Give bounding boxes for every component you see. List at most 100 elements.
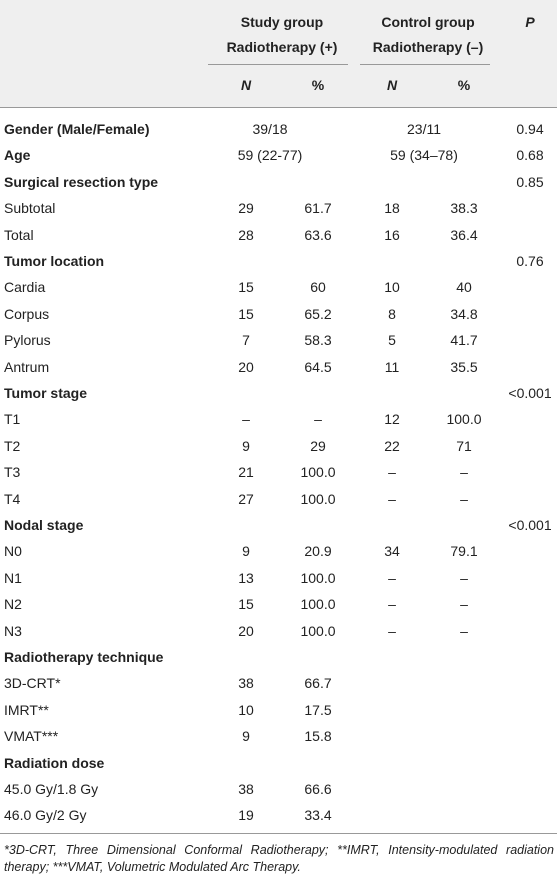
group-subtitle: Radiotherapy (+) — [226, 39, 338, 55]
row-label: 45.0 Gy/1.8 Gy — [4, 781, 99, 797]
cell: 66.6 — [304, 781, 332, 797]
cell: 29 — [238, 200, 254, 217]
row-label: Pylorus — [4, 332, 51, 349]
row-label: Gender (Male/Female) — [4, 121, 150, 137]
cell: 100.0 — [300, 569, 336, 586]
cell: 64.5 — [304, 358, 332, 375]
row-label: T4 — [4, 490, 21, 507]
row-label: T1 — [4, 411, 21, 428]
cell: 15 — [238, 305, 254, 322]
cell: – — [388, 596, 396, 613]
row-label: Antrum — [4, 358, 50, 375]
cell: 100.0 — [446, 411, 482, 428]
cell: 9 — [242, 543, 250, 560]
p-value: 0.94 — [516, 121, 544, 137]
cell: 40 — [456, 279, 472, 296]
cell: 7 — [242, 332, 250, 349]
cell: 27 — [238, 490, 254, 507]
cell: 9 — [242, 437, 250, 454]
cell: 100.0 — [300, 464, 336, 481]
cell: 20 — [238, 622, 254, 639]
row-label: Cardia — [4, 279, 46, 296]
group-title: Study group — [240, 14, 324, 30]
cell: 38 — [238, 675, 254, 692]
group-rule — [208, 64, 348, 65]
cell: – — [314, 411, 322, 428]
cell: 100.0 — [300, 622, 336, 639]
section-title: Radiation dose — [4, 754, 105, 771]
cell: 28 — [238, 226, 254, 243]
row-label: IMRT** — [4, 701, 49, 718]
section-title: Tumor stage — [4, 385, 87, 401]
cell: 12 — [384, 411, 400, 428]
section-title: Tumor location — [4, 253, 105, 269]
cell: 100.0 — [300, 490, 336, 507]
cell: 20.9 — [304, 543, 332, 560]
cell: 8 — [388, 305, 396, 322]
cell: 38 — [238, 781, 254, 797]
row-label: 3D-CRT* — [4, 675, 61, 692]
cell: – — [460, 596, 468, 613]
row-label: T3 — [4, 464, 21, 481]
cell: 36.4 — [450, 226, 478, 243]
group-rule — [360, 64, 490, 65]
cell: 9 — [242, 728, 250, 745]
cell: 19 — [238, 807, 254, 824]
row-label: VMAT*** — [4, 728, 59, 745]
cell: – — [460, 622, 468, 639]
cell: 63.6 — [304, 226, 332, 243]
cell: – — [388, 622, 396, 639]
cell: 15 — [238, 279, 254, 296]
column-header: % — [311, 77, 325, 93]
p-header: P — [525, 14, 535, 30]
section-title: Nodal stage — [4, 517, 84, 533]
cell: 5 — [388, 332, 396, 349]
cell: 65.2 — [304, 305, 332, 322]
cell: – — [460, 490, 468, 507]
cell: 58.3 — [304, 332, 332, 349]
cell: 33.4 — [304, 807, 332, 824]
footnote: *3D-CRT, Three Dimensional Conformal Rad… — [4, 843, 554, 874]
cell: 18 — [384, 200, 400, 217]
cell: 15 — [238, 596, 254, 613]
cell: 17.5 — [304, 701, 332, 718]
cell: 10 — [384, 279, 400, 296]
row-label: N0 — [4, 543, 22, 560]
cell: 10 — [238, 701, 254, 718]
cell: 15.8 — [304, 728, 332, 745]
row-label: T2 — [4, 437, 21, 454]
cell: 59 (22-77) — [237, 147, 303, 164]
cell: 61.7 — [304, 200, 332, 217]
cell: – — [388, 490, 396, 507]
cell: 79.1 — [450, 543, 478, 560]
cell: 34.8 — [450, 305, 478, 322]
cell: – — [460, 464, 468, 481]
row-label: Age — [4, 147, 31, 164]
column-header: N — [386, 77, 398, 93]
cell: 21 — [238, 464, 254, 481]
cell: 66.7 — [304, 675, 332, 692]
section-title: Radiotherapy technique — [4, 649, 164, 665]
cell: 34 — [384, 543, 400, 560]
header-rule — [0, 107, 557, 108]
cell: – — [388, 569, 396, 586]
group-title: Control group — [381, 14, 475, 30]
cell: 29 — [310, 437, 326, 454]
column-header: N — [240, 77, 252, 93]
cell: – — [388, 464, 396, 481]
p-value: 0.85 — [516, 173, 544, 190]
section-title: Surgical resection type — [4, 173, 159, 190]
bottom-rule — [0, 833, 557, 834]
p-value: 0.76 — [516, 253, 544, 269]
cell: 60 — [310, 279, 326, 296]
p-value: <0.001 — [508, 385, 552, 401]
cell: 13 — [238, 569, 254, 586]
cell: 38.3 — [450, 200, 478, 217]
cell: 16 — [384, 226, 400, 243]
row-label: Corpus — [4, 305, 50, 322]
column-header: % — [457, 77, 471, 93]
row-label: 46.0 Gy/2 Gy — [4, 807, 87, 824]
row-label: N3 — [4, 622, 22, 639]
row-label: N1 — [4, 569, 22, 586]
